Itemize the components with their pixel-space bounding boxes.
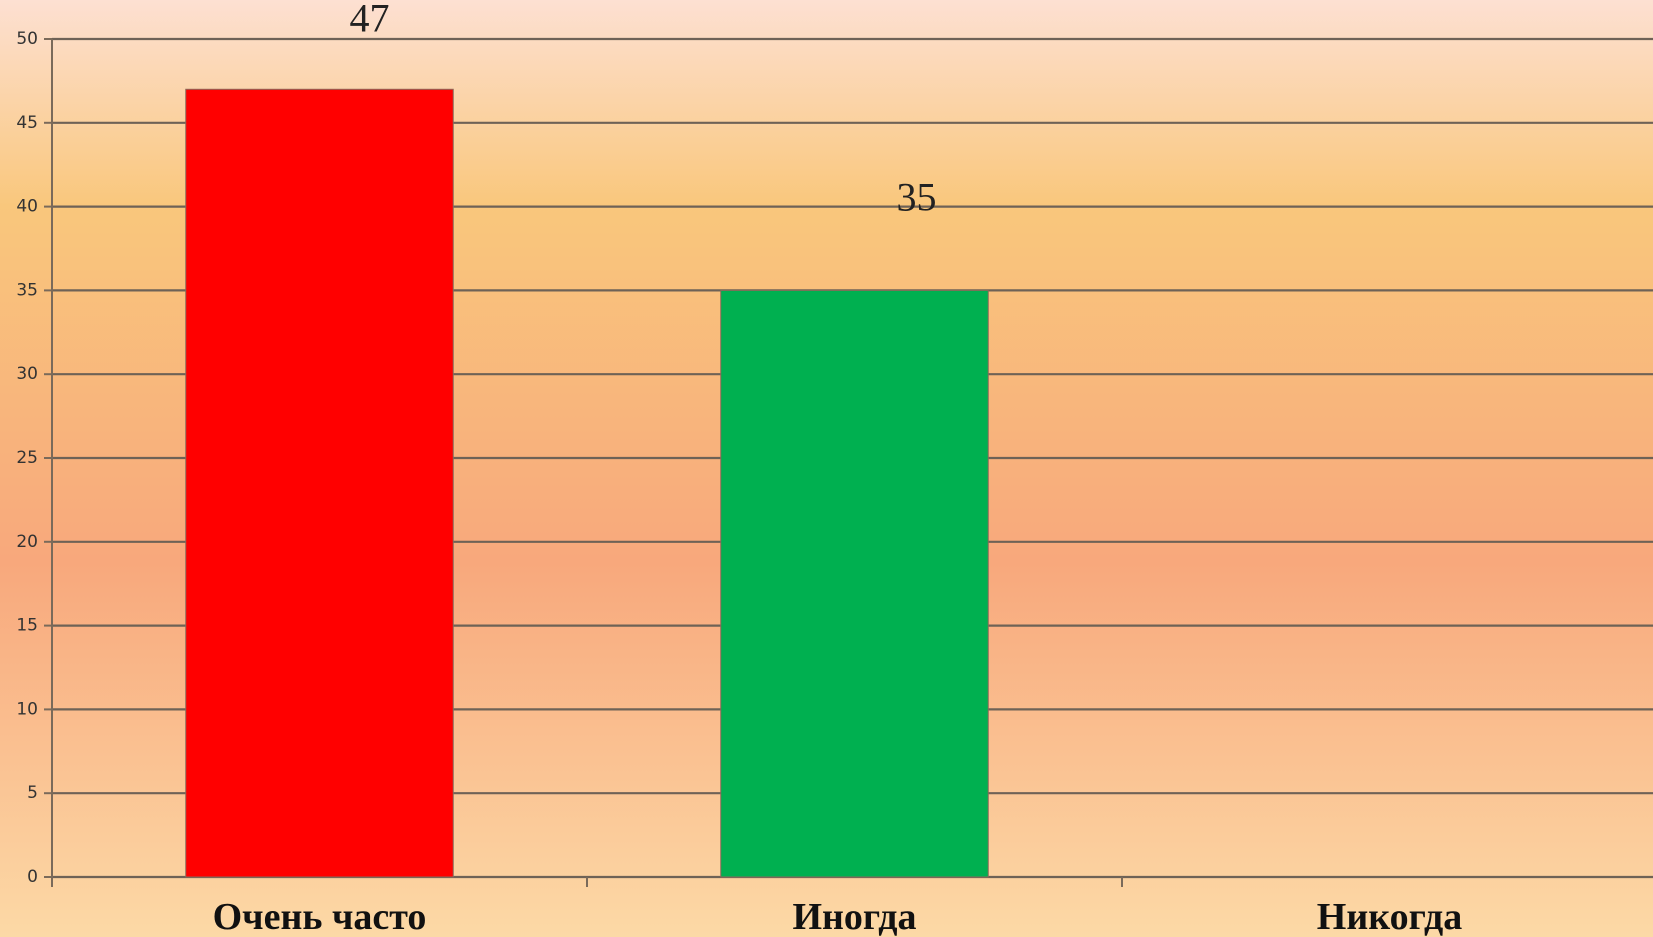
y-tick-label: 15 [16,616,38,636]
y-tick-label: 5 [27,783,38,803]
x-tick-label: Очень часто [213,896,427,937]
y-tick-label: 20 [16,532,38,552]
x-tick-label: Никогда [1317,896,1462,937]
data-label: 35 [897,174,937,219]
y-tick-label: 0 [27,867,38,887]
y-tick-label: 25 [16,448,38,468]
data-label: 47 [350,0,390,40]
x-tick-label: Иногда [792,896,916,937]
plot: 0 5 10 15 20 25 30 35 40 45 50 Очень часто 47 Иногда 3… [16,0,1653,937]
y-tick-label: 30 [16,364,38,384]
y-tick-label: 35 [16,280,38,300]
bar [185,88,454,878]
y-tick-label: 40 [16,197,38,217]
y-tick-label: 45 [16,113,38,133]
y-tick-label: 50 [16,29,38,49]
bar [720,289,989,878]
y-tick-label: 10 [16,699,38,719]
